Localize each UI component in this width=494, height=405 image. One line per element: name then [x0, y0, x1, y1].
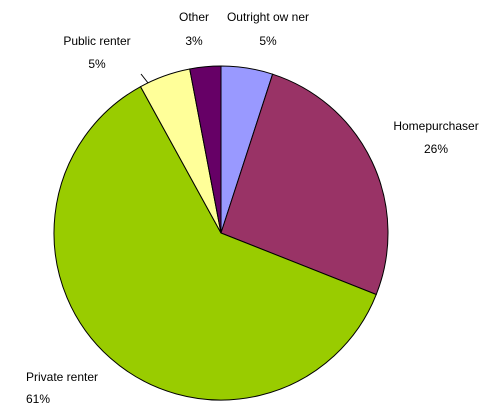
- slice-label: Public renter: [63, 34, 130, 48]
- value-label: 26%: [424, 142, 448, 156]
- value-label: 5%: [88, 57, 106, 71]
- value-label: 61%: [26, 392, 50, 405]
- slice-label: Private renter: [26, 370, 98, 384]
- slice-label: Other: [179, 10, 209, 24]
- pie-slice: [220, 73, 389, 296]
- slice-label: Homepurchaser: [393, 119, 478, 133]
- pie-slice: [189, 65, 222, 234]
- slice-label: Outright ow ner: [227, 10, 309, 24]
- value-label: 3%: [185, 34, 203, 48]
- pie-slice: [53, 85, 377, 401]
- value-label: 5%: [259, 34, 277, 48]
